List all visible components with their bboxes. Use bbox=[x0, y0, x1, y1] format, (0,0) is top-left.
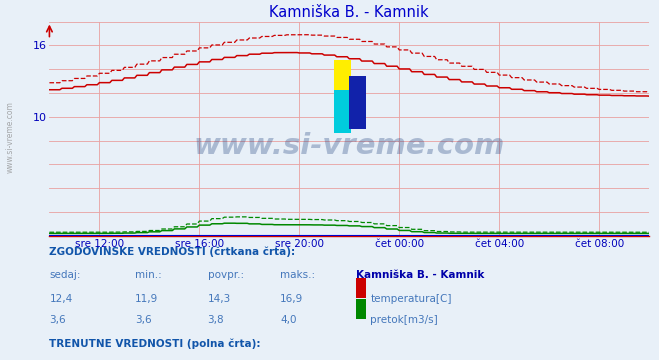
Text: sedaj:: sedaj: bbox=[49, 270, 81, 280]
Text: 16,9: 16,9 bbox=[280, 294, 303, 304]
Text: www.si-vreme.com: www.si-vreme.com bbox=[194, 132, 505, 160]
Text: 4,0: 4,0 bbox=[280, 315, 297, 325]
Text: TRENUTNE VREDNOSTI (polna črta):: TRENUTNE VREDNOSTI (polna črta): bbox=[49, 338, 261, 349]
Text: 12,4: 12,4 bbox=[49, 294, 72, 304]
Title: Kamniška B. - Kamnik: Kamniška B. - Kamnik bbox=[270, 5, 429, 21]
Text: maks.:: maks.: bbox=[280, 270, 315, 280]
Text: temperatura[C]: temperatura[C] bbox=[370, 294, 452, 304]
Text: 3,6: 3,6 bbox=[135, 315, 152, 325]
Text: min.:: min.: bbox=[135, 270, 162, 280]
Text: 3,8: 3,8 bbox=[208, 315, 224, 325]
Text: pretok[m3/s]: pretok[m3/s] bbox=[370, 315, 438, 325]
Text: 11,9: 11,9 bbox=[135, 294, 158, 304]
Text: povpr.:: povpr.: bbox=[208, 270, 244, 280]
Bar bbox=[349, 76, 366, 129]
Text: Kamniška B. - Kamnik: Kamniška B. - Kamnik bbox=[356, 270, 484, 280]
Text: www.si-vreme.com: www.si-vreme.com bbox=[5, 101, 14, 173]
Text: ZGODOVINSKE VREDNOSTI (črtkana črta):: ZGODOVINSKE VREDNOSTI (črtkana črta): bbox=[49, 247, 295, 257]
Bar bbox=[334, 90, 351, 133]
Text: 14,3: 14,3 bbox=[208, 294, 231, 304]
Bar bbox=[334, 60, 351, 107]
Text: 3,6: 3,6 bbox=[49, 315, 66, 325]
